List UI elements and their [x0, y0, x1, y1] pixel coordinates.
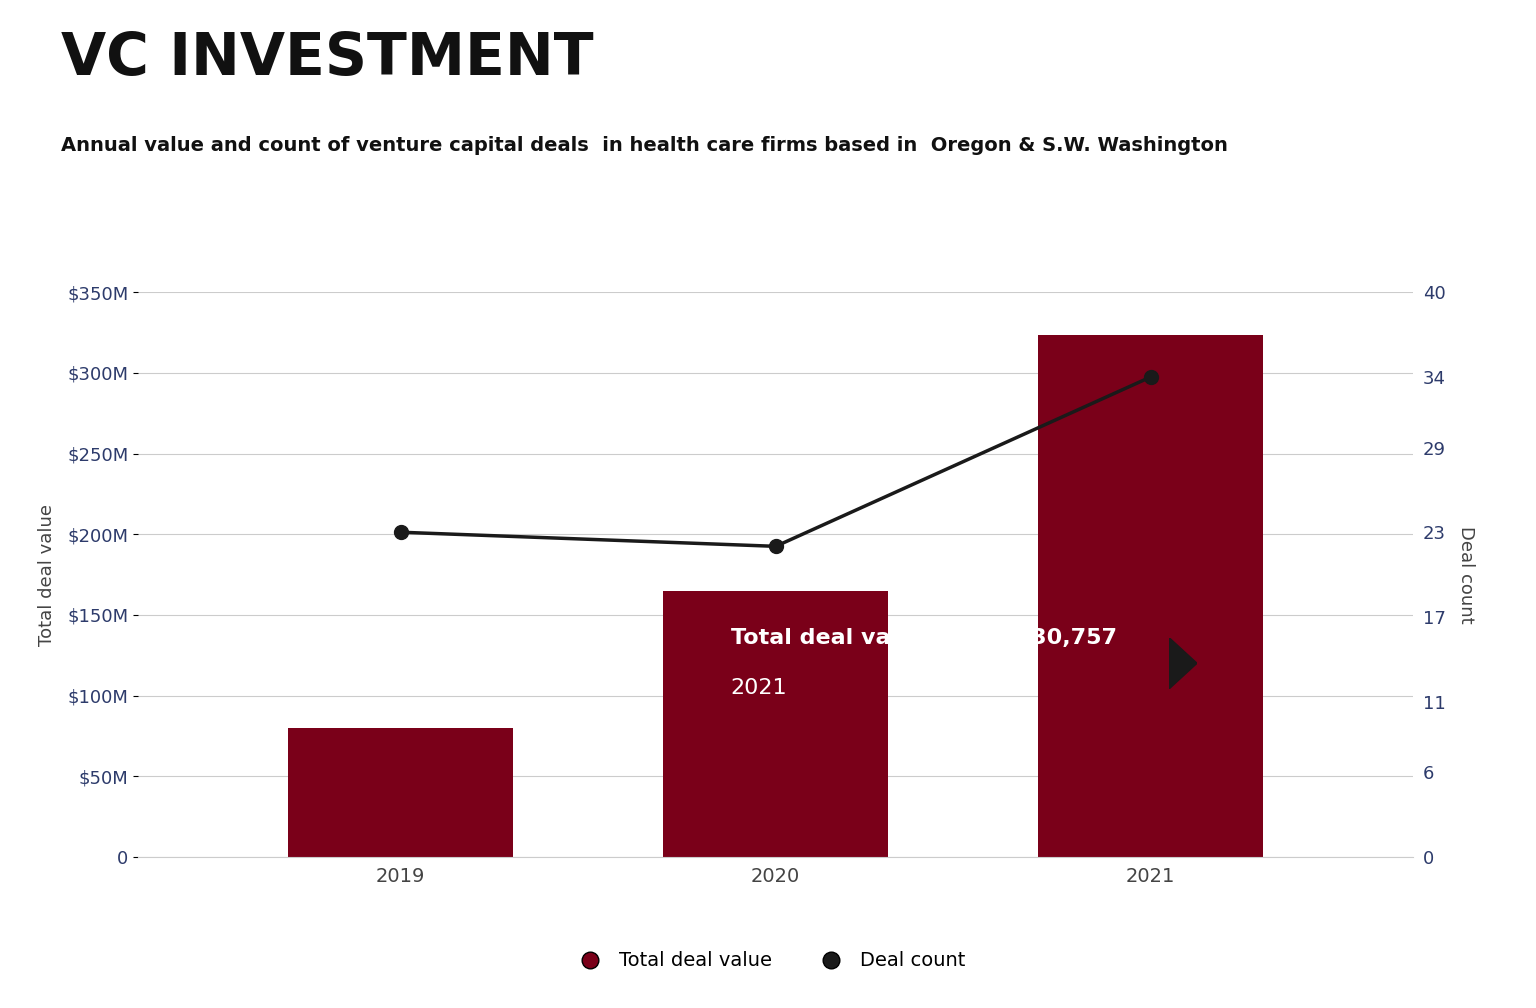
Bar — [289, 728, 513, 857]
Y-axis label: Total deal value: Total deal value — [38, 504, 57, 645]
Text: Total deal value: $323,630,757: Total deal value: $323,630,757 — [731, 628, 1117, 648]
Bar — [1038, 335, 1263, 857]
Text: Annual value and count of venture capital deals  in health care firms based in  : Annual value and count of venture capita… — [61, 136, 1229, 155]
Point — [696, 630, 720, 646]
Bar — [664, 591, 888, 857]
Legend: Total deal value, Deal count: Total deal value, Deal count — [564, 943, 972, 978]
Point — [763, 538, 788, 554]
Point — [1138, 369, 1163, 385]
Polygon shape — [1169, 638, 1197, 688]
Point — [389, 524, 413, 540]
Y-axis label: Deal count: Deal count — [1458, 526, 1475, 623]
Text: VC INVESTMENT: VC INVESTMENT — [61, 30, 594, 88]
Text: 2021: 2021 — [731, 678, 788, 699]
